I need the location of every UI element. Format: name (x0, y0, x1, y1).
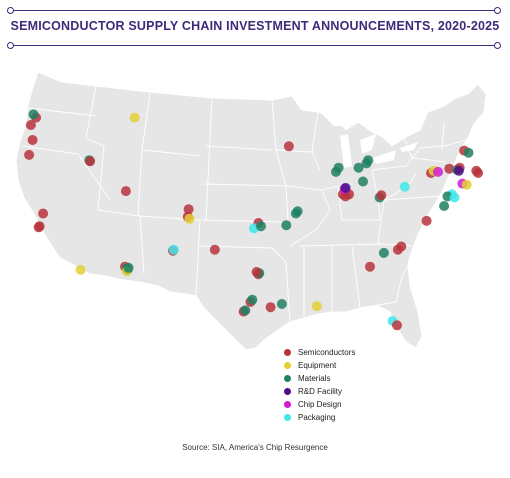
marker-materials (363, 155, 374, 166)
marker-semiconductors (24, 149, 35, 160)
marker-semiconductors (120, 186, 131, 197)
marker-semiconductors (283, 141, 294, 152)
marker-materials (123, 262, 134, 273)
legend-item-packaging: Packaging (284, 411, 355, 424)
marker-materials (247, 294, 258, 305)
marker-materials (28, 109, 39, 120)
marker-semiconductors (27, 135, 38, 145)
rule-dot-right-top (494, 7, 501, 14)
legend-swatch-semiconductors (284, 349, 291, 356)
marker-materials (281, 220, 292, 231)
rule-dot-right-bottom (494, 42, 501, 49)
marker-rnd (453, 165, 464, 176)
marker-materials (463, 147, 474, 158)
legend-item-semiconductors: Semiconductors (284, 346, 355, 359)
legend: Semiconductors Equipment Materials R&D Faci… (284, 346, 355, 424)
legend-item-equipment: Equipment (284, 359, 355, 372)
marker-semiconductors (392, 320, 402, 331)
marker-equipment (129, 112, 140, 123)
map-title: SEMICONDUCTOR SUPPLY CHAIN INVESTMENT AN… (10, 19, 500, 33)
marker-materials (256, 221, 266, 232)
marker-equipment (75, 264, 86, 275)
marker-materials (353, 162, 364, 173)
marker-materials (333, 162, 344, 173)
legend-label: Packaging (298, 413, 336, 422)
marker-semiconductors (85, 156, 96, 167)
marker-semiconductors (365, 261, 375, 272)
marker-semiconductors (265, 302, 276, 313)
contiguous-us-shape (15, 71, 487, 351)
state-borders (21, 85, 467, 323)
title-rule-top (10, 10, 497, 11)
us-map (15, 71, 487, 351)
marker-materials (292, 206, 303, 217)
marker-materials (439, 201, 450, 211)
marker-semiconductors (421, 215, 432, 226)
us-landmass (15, 71, 487, 351)
marker-semiconductors (473, 168, 484, 178)
legend-item-rnd: R&D Facility (284, 385, 355, 398)
rule-dot-left-bottom (7, 42, 14, 49)
title-rule-bottom (10, 45, 497, 46)
legend-swatch-equipment (284, 362, 291, 369)
investment-markers (24, 109, 484, 331)
marker-equipment (461, 179, 472, 190)
marker-semiconductors (376, 190, 387, 201)
marker-packaging (399, 181, 410, 192)
marker-materials (276, 299, 287, 309)
rule-dot-left-top (7, 7, 14, 14)
legend-swatch-materials (284, 375, 291, 382)
marker-chipdesign (433, 166, 443, 177)
marker-equipment (311, 301, 322, 312)
marker-equipment (184, 213, 195, 224)
legend-swatch-packaging (284, 414, 291, 421)
marker-packaging (168, 244, 179, 255)
great-lakes (322, 114, 418, 168)
legend-swatch-chipdesign (284, 401, 291, 408)
source-note: Source: SIA, America's Chip Resurgence (182, 443, 328, 452)
marker-semiconductors (38, 208, 49, 219)
legend-label: Chip Design (298, 400, 342, 409)
legend-label: Materials (298, 374, 331, 383)
marker-materials (240, 305, 251, 316)
marker-semiconductors (444, 163, 455, 174)
legend-item-materials: Materials (284, 372, 355, 385)
legend-label: Semiconductors (298, 348, 356, 357)
legend-label: Equipment (298, 361, 337, 370)
legend-label: R&D Facility (298, 387, 343, 396)
legend-swatch-rnd (284, 388, 291, 395)
marker-semiconductors (33, 222, 44, 233)
marker-semiconductors (396, 241, 407, 252)
marker-semiconductors (25, 120, 36, 130)
marker-materials (378, 247, 389, 258)
marker-semiconductors (251, 267, 262, 277)
legend-item-chipdesign: Chip Design (284, 398, 355, 411)
marker-rnd (340, 182, 351, 193)
marker-materials (358, 176, 368, 187)
marker-packaging (449, 192, 460, 203)
marker-semiconductors (183, 204, 194, 215)
marker-semiconductors (209, 244, 220, 255)
